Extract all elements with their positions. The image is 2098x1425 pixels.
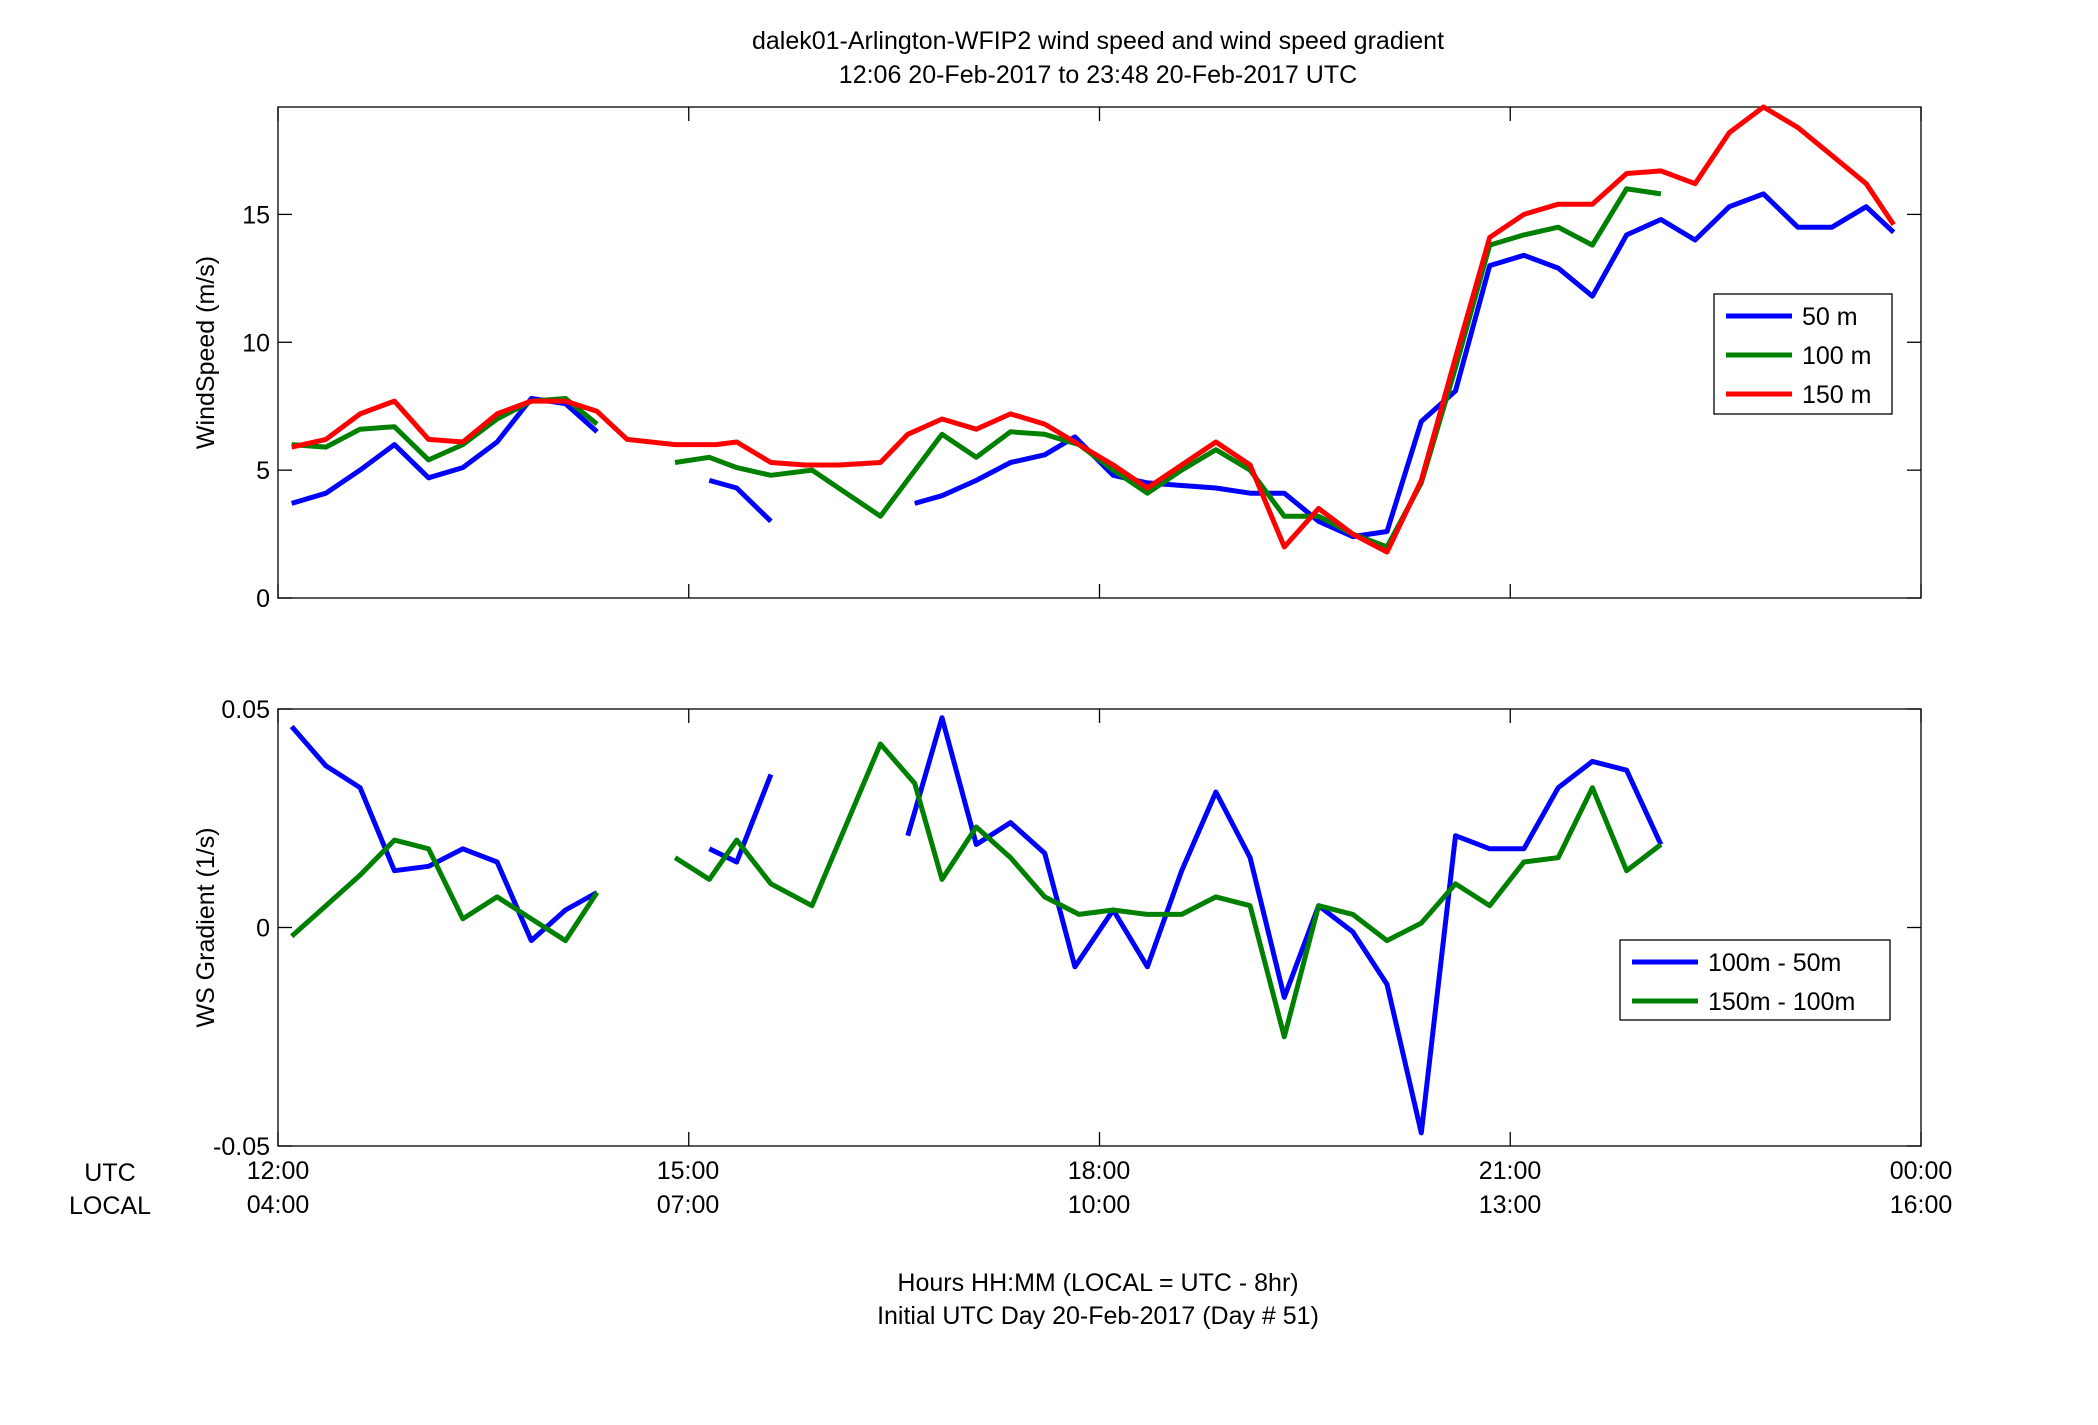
legend-label: 100 m <box>1802 342 1871 370</box>
x-tick-label-local: 07:00 <box>657 1191 720 1219</box>
legend-label: 100m - 50m <box>1708 949 1841 977</box>
x-tick-label-utc: 21:00 <box>1479 1157 1542 1185</box>
legend-label: 150 m <box>1802 381 1871 409</box>
x-tick-label-utc: 12:00 <box>247 1157 310 1185</box>
y-tick-label: 15 <box>242 201 270 229</box>
series-line-100m-50m <box>289 715 1664 1136</box>
row-label-utc: UTC <box>84 1159 135 1187</box>
chart-title-line2: 12:06 20-Feb-2017 to 23:48 20-Feb-2017 U… <box>839 61 1357 89</box>
y-tick-label: 5 <box>256 457 270 485</box>
windspeed-panel: 0 5 10 15 WindSpeed (m/s) 50 m 100 m 150 m <box>192 104 1922 613</box>
x-tick-label-utc: 00:00 <box>1890 1157 1953 1185</box>
x-tick-label-local: 04:00 <box>247 1191 310 1219</box>
x-tick-labels: 12:00 15:00 18:00 21:00 00:00 04:00 07:0… <box>247 1157 1953 1219</box>
chart-title-line1: dalek01-Arlington-WFIP2 wind speed and w… <box>752 27 1444 55</box>
x-tick-label-utc: 18:00 <box>1068 1157 1131 1185</box>
x-axis-label-line2: Initial UTC Day 20-Feb-2017 (Day # 51) <box>877 1302 1319 1330</box>
gradient-legend: 100m - 50m 150m - 100m <box>1619 939 1891 1021</box>
x-tick-label-local: 10:00 <box>1068 1191 1131 1219</box>
y-tick-label: -0.05 <box>213 1133 270 1161</box>
legend-label: 50 m <box>1802 303 1858 331</box>
gradient-panel: -0.05 0 0.05 WS Gradient (1/s) 100m - 50m 150… <box>192 696 1922 1161</box>
series-line-150-m <box>291 104 1896 555</box>
x-tick-label-local: 16:00 <box>1890 1191 1953 1219</box>
x-tick-label-utc: 15:00 <box>657 1157 720 1185</box>
y-tick-label: 10 <box>242 329 270 357</box>
gradient-y-axis-label: WS Gradient (1/s) <box>192 827 220 1027</box>
series-line-150m-100m <box>290 741 1663 1040</box>
legend-label: 150m - 100m <box>1708 988 1855 1016</box>
windspeed-legend: 50 m 100 m 150 m <box>1713 293 1893 415</box>
legend-box <box>1619 939 1891 1021</box>
y-tick-label: 0 <box>256 585 270 613</box>
x-axis-label-line1: Hours HH:MM (LOCAL = UTC - 8hr) <box>897 1269 1298 1297</box>
y-tick-label: 0 <box>256 915 270 943</box>
windspeed-y-axis-label: WindSpeed (m/s) <box>192 256 220 449</box>
x-tick-label-local: 13:00 <box>1479 1191 1542 1219</box>
y-tick-label: 0.05 <box>221 696 270 724</box>
row-label-local: LOCAL <box>69 1192 151 1220</box>
